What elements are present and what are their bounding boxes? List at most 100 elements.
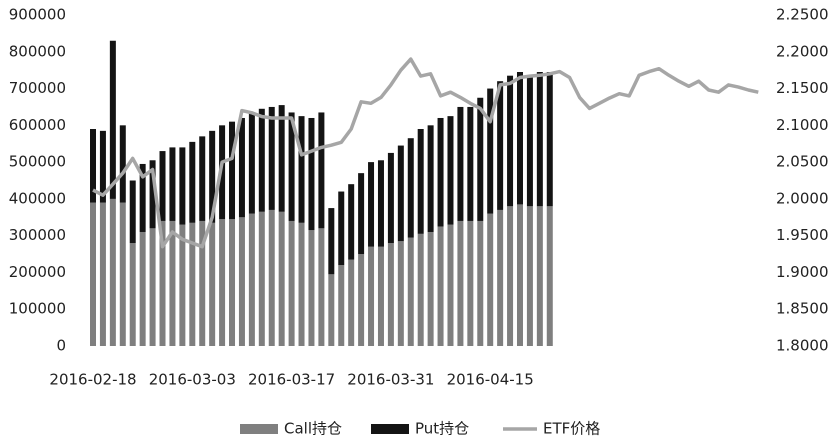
bar-segment	[358, 254, 365, 346]
bar-segment	[308, 117, 315, 231]
bar-segment	[368, 162, 375, 247]
y2-tick-label: 2.2500	[776, 6, 829, 24]
y2-tick-label: 1.9500	[776, 226, 829, 244]
y2-tick-label: 2.2000	[776, 42, 829, 60]
bar-segment	[328, 208, 335, 275]
bar-segment	[298, 116, 305, 223]
bar-segment	[427, 125, 434, 232]
bar-segment	[516, 204, 523, 346]
bar-segment	[536, 72, 543, 207]
bar-segment	[437, 226, 444, 346]
bar-segment	[338, 265, 345, 346]
bar-segment	[179, 147, 186, 225]
bar-segment	[328, 274, 335, 346]
bar-segment	[477, 220, 484, 346]
bar-segment	[209, 130, 216, 223]
bar-segment	[248, 112, 255, 214]
bar-segment	[417, 233, 424, 346]
y-tick-label: 0	[56, 337, 66, 355]
bar-segment	[199, 136, 206, 221]
bar-segment	[368, 246, 375, 346]
x-tick-label: 2016-03-31	[347, 371, 434, 389]
bar-segment	[318, 228, 325, 346]
bar-segment	[229, 219, 236, 346]
bar-segment	[308, 230, 315, 346]
y-tick-label: 300000	[9, 226, 66, 244]
y-tick-label: 200000	[9, 263, 66, 281]
y-tick-label: 100000	[9, 300, 66, 318]
bar-segment	[90, 202, 96, 346]
bar-segment	[407, 138, 414, 238]
y2-tick-label: 1.8500	[776, 300, 829, 318]
bar-segment	[536, 206, 543, 346]
bar-segment	[497, 209, 504, 346]
bar-segment	[149, 160, 156, 229]
bar-segment	[397, 145, 404, 242]
bar-segment	[377, 246, 384, 346]
bar-segment	[219, 219, 226, 346]
bar-segment	[139, 163, 146, 232]
bar-segment	[417, 129, 424, 234]
bar-segment	[129, 243, 136, 346]
legend-label: Put持仓	[415, 420, 469, 438]
bar-segment	[209, 222, 216, 346]
y-tick-label: 400000	[9, 189, 66, 207]
bar-segment	[338, 191, 345, 266]
legend-label: Call持仓	[284, 420, 342, 438]
bar-segment	[298, 222, 305, 346]
y2-tick-label: 2.0500	[776, 153, 829, 171]
bar-segment	[258, 211, 265, 346]
bar-segment	[387, 152, 394, 244]
bar-segment	[507, 75, 514, 207]
bar-segment	[169, 220, 176, 346]
legend-swatch	[240, 424, 278, 434]
bar-segment	[516, 72, 523, 205]
bar-segment	[477, 97, 484, 221]
bar-segment	[149, 228, 156, 346]
y2-tick-label: 1.9000	[776, 263, 829, 281]
bar-segment	[467, 106, 474, 221]
bar-segment	[278, 105, 285, 212]
bar-segment	[179, 224, 186, 346]
bar-segment	[497, 81, 504, 210]
bar-segment	[487, 213, 494, 346]
legend-swatch	[371, 424, 409, 434]
bar-segment	[109, 40, 116, 199]
bar-segment	[278, 211, 285, 346]
bar-segment	[358, 173, 365, 255]
bar-segment	[229, 121, 236, 220]
bar-segment	[447, 224, 454, 346]
bar-segment	[437, 117, 444, 227]
bar-segment	[248, 213, 255, 346]
bar-segment	[397, 241, 404, 346]
bar-segment	[387, 243, 394, 346]
x-tick-label: 2016-03-03	[149, 371, 236, 389]
bar-segment	[457, 220, 464, 346]
bar-segment	[546, 206, 553, 346]
bar-segment	[447, 116, 454, 225]
bar-segment	[219, 125, 226, 220]
bar-segment	[119, 202, 126, 346]
bar-segment	[90, 129, 96, 203]
bar-segment	[99, 202, 106, 346]
bar-segment	[457, 106, 464, 221]
bar-segment	[258, 108, 265, 212]
y-tick-label: 800000	[9, 42, 66, 60]
line-series	[92, 57, 759, 249]
bar-segment	[169, 147, 176, 221]
y-tick-label: 500000	[9, 153, 66, 171]
bar-segment	[159, 151, 166, 221]
bar-segment	[268, 209, 275, 346]
x-tick-label: 2016-04-15	[447, 371, 534, 389]
bar-segment	[238, 217, 245, 346]
bar-segment	[129, 180, 136, 244]
x-tick-label: 2016-03-17	[248, 371, 335, 389]
bar-segment	[427, 231, 434, 346]
y-tick-label: 900000	[9, 6, 66, 24]
bar-segment	[507, 206, 514, 346]
y-tick-label: 600000	[9, 116, 66, 134]
bar-segment	[139, 231, 146, 346]
bar-segment	[348, 184, 355, 260]
bar-segment	[526, 206, 533, 346]
